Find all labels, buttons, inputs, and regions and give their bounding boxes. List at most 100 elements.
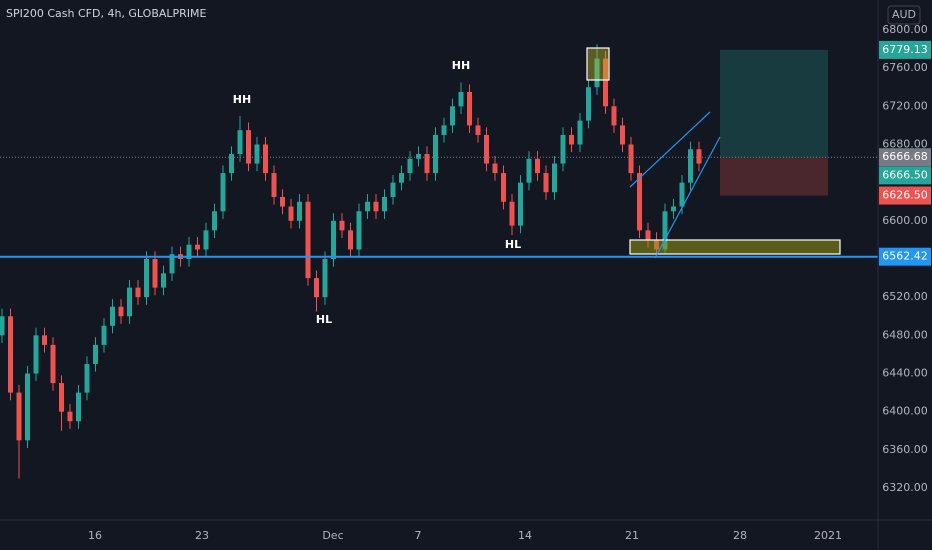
candle-body — [101, 325, 107, 345]
annotation: HL — [316, 313, 332, 326]
candle-body — [696, 149, 702, 164]
position-tool — [720, 49, 828, 196]
y-tick-label: 6600.00 — [882, 214, 928, 227]
y-tick-label: 6760.00 — [882, 61, 928, 74]
candle-body — [330, 220, 336, 259]
candle-body — [551, 163, 557, 193]
candle-body — [0, 316, 5, 336]
levels — [0, 156, 878, 258]
candle-body — [160, 273, 166, 288]
price-label: 6666.68 — [882, 150, 928, 163]
candle-body — [84, 363, 90, 393]
y-tick-label: 6360.00 — [882, 443, 928, 456]
candle-body — [500, 173, 506, 202]
candle-body — [228, 154, 234, 174]
candle-body — [339, 220, 345, 231]
candle-body — [237, 130, 243, 155]
candle-body — [41, 335, 47, 345]
candle-body — [407, 158, 413, 174]
zone-box — [629, 239, 841, 255]
candle-body — [662, 211, 668, 250]
candle-body — [687, 149, 693, 183]
candle-body — [441, 125, 447, 135]
candle-body — [58, 383, 64, 412]
candle-body — [424, 154, 430, 174]
candle-body — [322, 258, 328, 298]
candle-body — [305, 201, 311, 279]
currency-badge — [887, 5, 921, 25]
x-tick-label: 16 — [88, 529, 102, 542]
candle-body — [670, 206, 676, 212]
candle-body — [75, 392, 81, 422]
y-tick-label: 6680.00 — [882, 137, 928, 150]
candle-body — [296, 201, 302, 221]
candle-body — [585, 87, 591, 121]
candle-body — [475, 125, 481, 135]
candle-body — [602, 58, 608, 107]
candles — [0, 44, 702, 479]
price-label: 6626.50 — [882, 189, 928, 202]
candle-body — [611, 106, 617, 126]
candle-body — [364, 201, 370, 212]
candle-body — [194, 244, 200, 250]
candle-body — [271, 173, 277, 197]
price-label-bg — [879, 247, 931, 266]
candle-body — [432, 134, 438, 174]
candle-body — [152, 258, 158, 288]
y-tick-label: 6800.00 — [882, 23, 928, 36]
candle-body — [92, 344, 98, 364]
price-label-bg — [879, 186, 931, 205]
y-tick-label: 6720.00 — [882, 99, 928, 112]
candle-body — [169, 254, 175, 274]
chart-title: SPI200 Cash CFD, 4h, GLOBALPRIME — [6, 7, 207, 20]
candle-body — [24, 373, 30, 441]
candle-body — [492, 163, 498, 174]
candle-body — [220, 173, 226, 212]
x-tick-label: 23 — [195, 529, 209, 542]
y-tick-label: 6480.00 — [882, 328, 928, 341]
currency: AUD — [892, 8, 916, 21]
candle-body — [313, 278, 319, 298]
y-tick-label: 6400.00 — [882, 405, 928, 418]
candle-body — [109, 306, 115, 326]
candle-body — [67, 411, 73, 422]
stop-zone — [720, 157, 828, 196]
candle-body — [7, 316, 13, 393]
x-tick-label: 14 — [518, 529, 532, 542]
annotation: HH — [452, 59, 470, 72]
candle-body — [203, 230, 209, 250]
price-label: 6666.50 — [882, 168, 928, 181]
candle-body — [415, 154, 421, 159]
x-tick-label: 7 — [414, 529, 421, 542]
candle-body — [449, 106, 455, 126]
axes: 6320.00 6360.00 6400.00 6440.00 6480.00 6520.… — [88, 23, 931, 542]
x-tick-label: 28 — [733, 529, 747, 542]
trend-line — [654, 136, 721, 259]
candle-body — [543, 173, 549, 193]
candle-body — [381, 196, 387, 212]
price-label-bg — [879, 166, 931, 185]
candle-body — [186, 244, 192, 259]
candle-body — [126, 287, 132, 317]
candle-body — [262, 144, 268, 174]
candle-body — [628, 144, 634, 174]
candle-body — [245, 130, 251, 164]
y-tick-label: 6440.00 — [882, 367, 928, 380]
annotation: HL — [505, 238, 521, 251]
candle-body — [526, 158, 532, 183]
trend-line — [629, 111, 711, 188]
y-tick-label: 6320.00 — [882, 481, 928, 494]
candle-body — [466, 91, 472, 126]
candle-body — [143, 258, 149, 298]
candle-body — [118, 306, 124, 317]
candle-body — [356, 211, 362, 250]
candle-body — [517, 182, 523, 226]
candle-body — [619, 125, 625, 145]
price-label-bg — [879, 40, 931, 59]
candle-body — [458, 91, 464, 107]
candle-body — [483, 134, 489, 164]
candle-body — [254, 144, 260, 164]
x-tick-label: Dec — [322, 529, 343, 542]
